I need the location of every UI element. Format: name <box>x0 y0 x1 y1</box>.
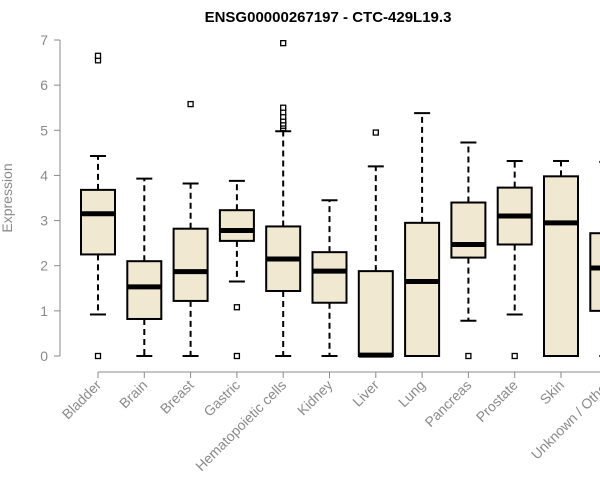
box-iqr <box>543 175 579 357</box>
x-tick-label: Kidney <box>294 377 336 419</box>
y-tick-label: 2 <box>40 258 48 274</box>
outlier-point <box>187 100 194 108</box>
box-iqr <box>404 221 441 357</box>
box-iqr <box>126 260 163 320</box>
box-iqr <box>311 251 348 304</box>
outlier-point <box>233 304 241 311</box>
outlier-point <box>233 352 241 360</box>
outlier-point <box>280 40 287 47</box>
x-tick-label: Skin <box>537 377 568 408</box>
outlier-point <box>94 52 102 59</box>
y-tick-label: 7 <box>40 32 48 48</box>
y-tick-label: 3 <box>40 213 48 229</box>
y-tick-label: 0 <box>40 348 48 364</box>
outlier-point <box>511 352 518 360</box>
box-iqr <box>450 201 487 259</box>
chart-title: ENSG00000267197 - CTC-429L19.3 <box>205 9 452 26</box>
x-tick-label: Bladder <box>59 377 105 423</box>
box-iqr <box>80 188 116 256</box>
x-tick-label: Gastric <box>200 377 243 420</box>
x-tick-label: Hematopoietic cells <box>192 377 289 474</box>
plot-area: 0 1 2 3 4 5 6 7 Bladder Brain Breast GastricHematop… <box>40 32 600 474</box>
x-tick-label: Lung <box>395 377 428 410</box>
x-tick-label: Prostate <box>473 377 521 425</box>
box-iqr <box>357 270 394 358</box>
y-tick-label: 5 <box>40 122 48 138</box>
outlier-point <box>280 104 287 111</box>
x-tick-label: Brain <box>116 377 150 411</box>
box-iqr <box>172 227 209 302</box>
x-tick-label: Liver <box>349 377 382 410</box>
y-tick-label: 4 <box>40 167 48 183</box>
x-tick-label: Breast <box>157 377 197 417</box>
outlier-point <box>372 129 379 136</box>
y-tick-label: 1 <box>40 303 48 319</box>
box-iqr <box>589 232 600 312</box>
y-axis-label: Expression <box>0 163 15 232</box>
y-tick-label: 6 <box>40 77 48 93</box>
x-tick-label: Pancreas <box>421 377 474 430</box>
outlier-point <box>94 352 102 360</box>
outlier-point <box>465 352 472 360</box>
box-iqr <box>218 209 255 242</box>
